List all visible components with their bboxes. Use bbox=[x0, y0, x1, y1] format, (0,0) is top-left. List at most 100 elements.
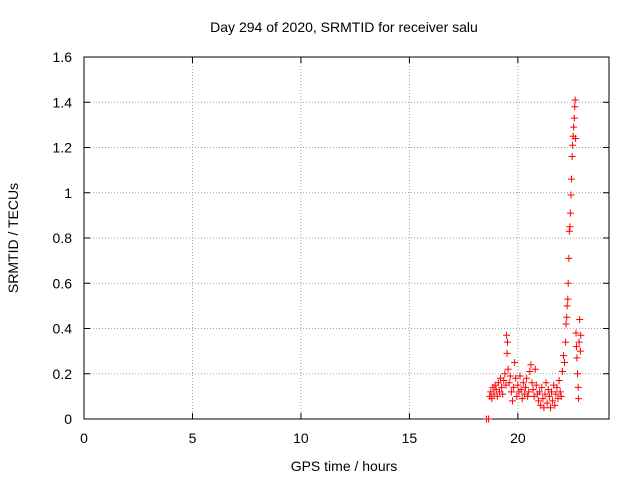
data-point bbox=[503, 338, 511, 346]
data-point bbox=[499, 390, 507, 398]
y-tick-label: 0.8 bbox=[53, 230, 73, 246]
data-point bbox=[576, 347, 584, 355]
data-point bbox=[572, 329, 580, 337]
data-point bbox=[551, 401, 559, 409]
data-point bbox=[575, 338, 583, 346]
data-point bbox=[556, 388, 564, 396]
data-point bbox=[564, 279, 572, 287]
data-point bbox=[507, 388, 515, 396]
tick-labels: 0 5 10 15 20 0 0.2 0.4 0.6 0.8 1 1.2 1.4 1.6 bbox=[53, 49, 526, 446]
data-point bbox=[510, 383, 518, 391]
y-tick-label: 1 bbox=[64, 185, 72, 201]
data-point bbox=[503, 349, 511, 357]
data-point bbox=[572, 343, 580, 351]
data-point bbox=[559, 352, 567, 360]
data-point bbox=[525, 388, 533, 396]
y-tick-label: 1.4 bbox=[53, 94, 73, 110]
data-point bbox=[532, 381, 540, 389]
data-point bbox=[493, 392, 501, 400]
data-point bbox=[540, 404, 548, 412]
data-point bbox=[577, 331, 585, 339]
data-point bbox=[565, 254, 573, 262]
y-axis-label: SRMTID / TECUs bbox=[5, 183, 21, 293]
data-point bbox=[572, 134, 580, 142]
data-point bbox=[548, 388, 556, 396]
data-point bbox=[527, 361, 535, 369]
x-axis-label: GPS time / hours bbox=[291, 458, 398, 474]
data-point bbox=[516, 372, 524, 380]
data-point bbox=[567, 191, 575, 199]
data-point bbox=[564, 295, 572, 303]
data-point bbox=[512, 374, 520, 382]
data-point bbox=[521, 383, 529, 391]
y-tick-label: 0.6 bbox=[53, 275, 73, 291]
data-point bbox=[541, 390, 549, 398]
data-point bbox=[542, 379, 550, 387]
gridlines bbox=[84, 57, 609, 419]
data-point bbox=[576, 315, 584, 323]
data-point bbox=[539, 395, 547, 403]
x-tick-label: 10 bbox=[293, 430, 309, 446]
y-tick-label: 0.4 bbox=[53, 321, 73, 337]
data-point bbox=[534, 397, 542, 405]
data-point bbox=[562, 338, 570, 346]
data-point bbox=[562, 320, 570, 328]
data-point bbox=[519, 379, 527, 387]
x-tick-label: 5 bbox=[189, 430, 197, 446]
y-tick-label: 0 bbox=[64, 411, 72, 427]
y-tick-label: 1.2 bbox=[53, 140, 73, 156]
data-point bbox=[504, 365, 512, 373]
data-point bbox=[511, 358, 519, 366]
data-point bbox=[563, 313, 571, 321]
data-point bbox=[545, 392, 553, 400]
data-point bbox=[563, 302, 571, 310]
data-point bbox=[500, 377, 508, 385]
data-point bbox=[518, 395, 526, 403]
data-point bbox=[513, 392, 521, 400]
data-point bbox=[574, 370, 582, 378]
data-point bbox=[569, 141, 577, 149]
data-point bbox=[558, 367, 566, 375]
data-point bbox=[566, 223, 574, 231]
data-point bbox=[570, 123, 578, 131]
data-point bbox=[531, 365, 539, 373]
data-point bbox=[570, 114, 578, 122]
data-point bbox=[571, 103, 579, 111]
data-point bbox=[505, 379, 513, 387]
chart-title: Day 294 of 2020, SRMTID for receiver sal… bbox=[210, 19, 478, 35]
data-point bbox=[567, 175, 575, 183]
data-point bbox=[526, 367, 534, 375]
data-point bbox=[488, 395, 496, 403]
data-point bbox=[575, 395, 583, 403]
data-point bbox=[503, 331, 511, 339]
data-point bbox=[549, 397, 557, 405]
data-point bbox=[568, 153, 576, 161]
y-tick-label: 1.6 bbox=[53, 49, 73, 65]
data-point bbox=[501, 370, 509, 378]
data-point bbox=[538, 383, 546, 391]
data-point bbox=[553, 383, 561, 391]
x-tick-label: 0 bbox=[80, 430, 88, 446]
data-point bbox=[566, 209, 574, 217]
data-point bbox=[498, 383, 506, 391]
data-point bbox=[555, 377, 563, 385]
x-tick-label: 15 bbox=[402, 430, 418, 446]
x-tick-label: 20 bbox=[510, 430, 526, 446]
data-point bbox=[517, 386, 525, 394]
data-point bbox=[494, 379, 502, 387]
data-point bbox=[552, 390, 560, 398]
data-point bbox=[529, 386, 537, 394]
data-point bbox=[506, 372, 514, 380]
data-point bbox=[523, 374, 531, 382]
data-points bbox=[482, 96, 585, 423]
plot-frame bbox=[83, 56, 610, 420]
data-point bbox=[543, 399, 551, 407]
data-point bbox=[514, 381, 522, 389]
data-point bbox=[528, 379, 536, 387]
data-point bbox=[524, 392, 532, 400]
y-tick-label: 0.2 bbox=[53, 366, 73, 382]
data-point bbox=[561, 358, 569, 366]
data-point bbox=[485, 415, 493, 423]
data-point bbox=[546, 404, 554, 412]
data-point bbox=[574, 383, 582, 391]
